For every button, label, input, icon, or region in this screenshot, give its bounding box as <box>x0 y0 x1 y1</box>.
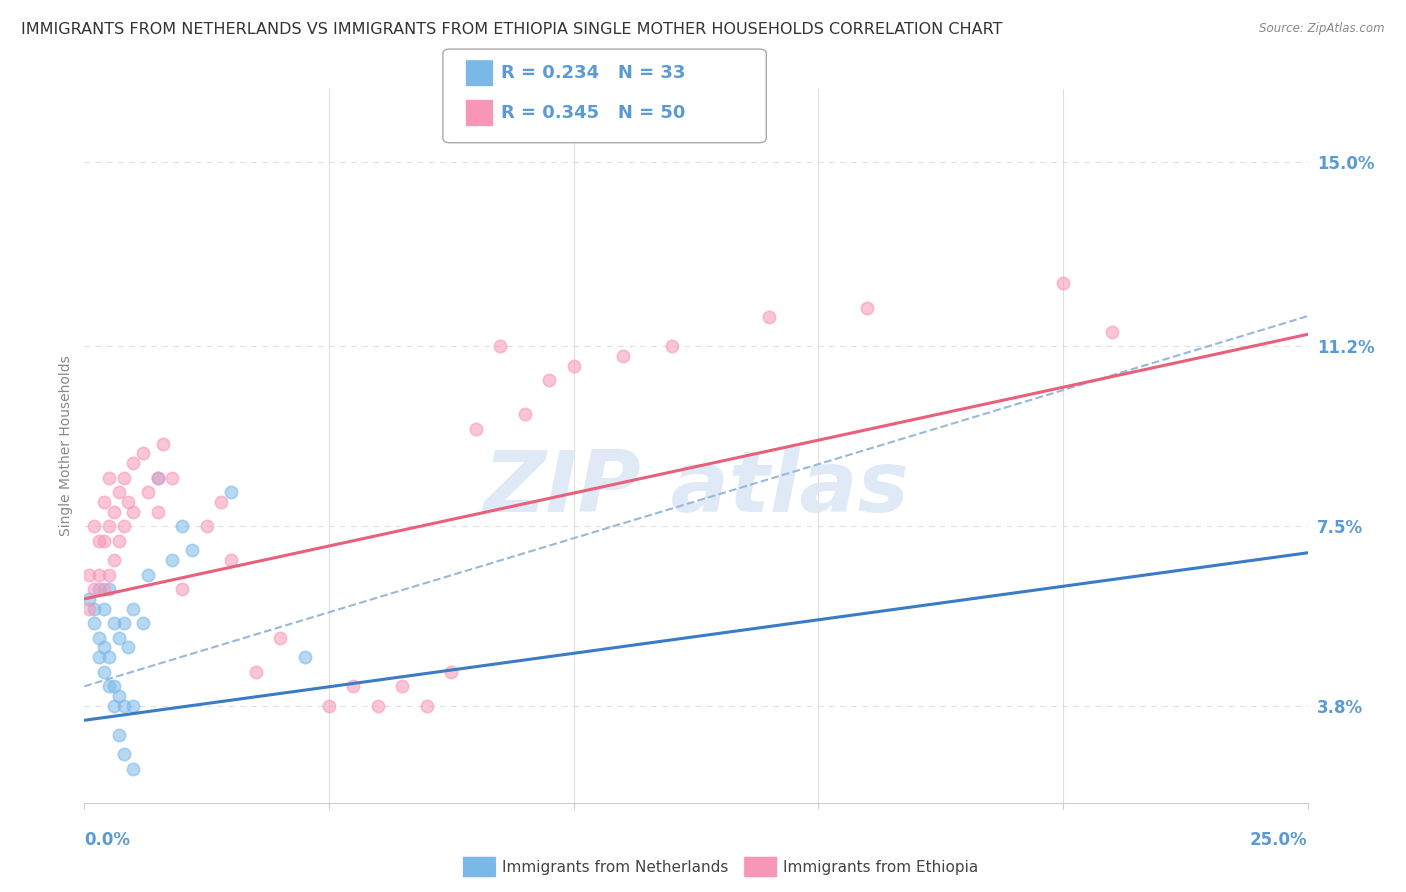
Point <box>93 640 115 655</box>
Point <box>77 601 100 615</box>
Point <box>1052 277 1074 291</box>
Point <box>103 553 125 567</box>
Point <box>117 640 139 655</box>
Point <box>132 616 155 631</box>
Point <box>112 747 135 762</box>
Point <box>294 650 316 665</box>
Point <box>269 631 291 645</box>
Point <box>342 679 364 693</box>
Point <box>146 504 169 518</box>
Point <box>219 485 242 500</box>
Point <box>416 698 439 713</box>
Point <box>87 533 110 548</box>
Point <box>122 698 145 713</box>
Point <box>103 698 125 713</box>
Text: Source: ZipAtlas.com: Source: ZipAtlas.com <box>1260 22 1385 36</box>
Text: 0.0%: 0.0% <box>84 831 131 849</box>
Point <box>391 679 413 693</box>
Point <box>318 698 340 713</box>
Point <box>1101 325 1123 339</box>
Point <box>245 665 267 679</box>
Text: Immigrants from Netherlands: Immigrants from Netherlands <box>502 860 728 874</box>
Point <box>162 470 184 484</box>
Point <box>538 374 561 388</box>
Point <box>112 616 135 631</box>
Point <box>112 519 135 533</box>
Point <box>758 310 780 325</box>
Point <box>152 436 174 450</box>
Point <box>93 495 115 509</box>
Point <box>93 533 115 548</box>
Point <box>97 650 120 665</box>
Point <box>107 728 129 742</box>
Point <box>97 679 120 693</box>
Text: R = 0.345   N = 50: R = 0.345 N = 50 <box>501 104 685 122</box>
Point <box>562 359 585 373</box>
Point <box>440 665 463 679</box>
Point <box>112 698 135 713</box>
Point <box>612 349 634 363</box>
Text: R = 0.234   N = 33: R = 0.234 N = 33 <box>501 64 685 82</box>
Point <box>77 567 100 582</box>
Point <box>97 470 120 484</box>
Point <box>132 446 155 460</box>
Point <box>87 567 110 582</box>
Point <box>172 519 194 533</box>
Text: Immigrants from Ethiopia: Immigrants from Ethiopia <box>783 860 979 874</box>
Point <box>219 553 242 567</box>
Text: 25.0%: 25.0% <box>1250 831 1308 849</box>
Point <box>87 582 110 597</box>
Point <box>107 485 129 500</box>
Point <box>209 495 232 509</box>
Point <box>122 504 145 518</box>
Point <box>489 339 512 353</box>
Point <box>146 470 169 484</box>
Point <box>136 567 159 582</box>
Point <box>83 601 105 615</box>
Text: IMMIGRANTS FROM NETHERLANDS VS IMMIGRANTS FROM ETHIOPIA SINGLE MOTHER HOUSEHOLDS: IMMIGRANTS FROM NETHERLANDS VS IMMIGRANT… <box>21 22 1002 37</box>
Point <box>122 762 145 776</box>
Point <box>107 631 129 645</box>
Point <box>122 456 145 470</box>
Point <box>103 504 125 518</box>
Point <box>117 495 139 509</box>
Point <box>87 631 110 645</box>
Point <box>513 408 536 422</box>
Point <box>93 665 115 679</box>
Point <box>93 601 115 615</box>
Point <box>856 301 879 315</box>
Point <box>367 698 389 713</box>
Point <box>172 582 194 597</box>
Point <box>97 519 120 533</box>
Point <box>107 533 129 548</box>
Point <box>122 601 145 615</box>
Text: ZIP atlas: ZIP atlas <box>484 447 908 531</box>
Point <box>195 519 218 533</box>
Point <box>661 339 683 353</box>
Point <box>87 650 110 665</box>
Point <box>107 689 129 703</box>
Point <box>103 616 125 631</box>
Point <box>83 616 105 631</box>
Point <box>464 422 486 436</box>
Point <box>77 591 100 606</box>
Point <box>97 567 120 582</box>
Point <box>83 519 105 533</box>
Point <box>112 470 135 484</box>
Point <box>162 553 184 567</box>
Point <box>136 485 159 500</box>
Point <box>146 470 169 484</box>
Point <box>93 582 115 597</box>
Y-axis label: Single Mother Households: Single Mother Households <box>59 356 73 536</box>
Point <box>181 543 204 558</box>
Point <box>103 679 125 693</box>
Point <box>83 582 105 597</box>
Point <box>97 582 120 597</box>
